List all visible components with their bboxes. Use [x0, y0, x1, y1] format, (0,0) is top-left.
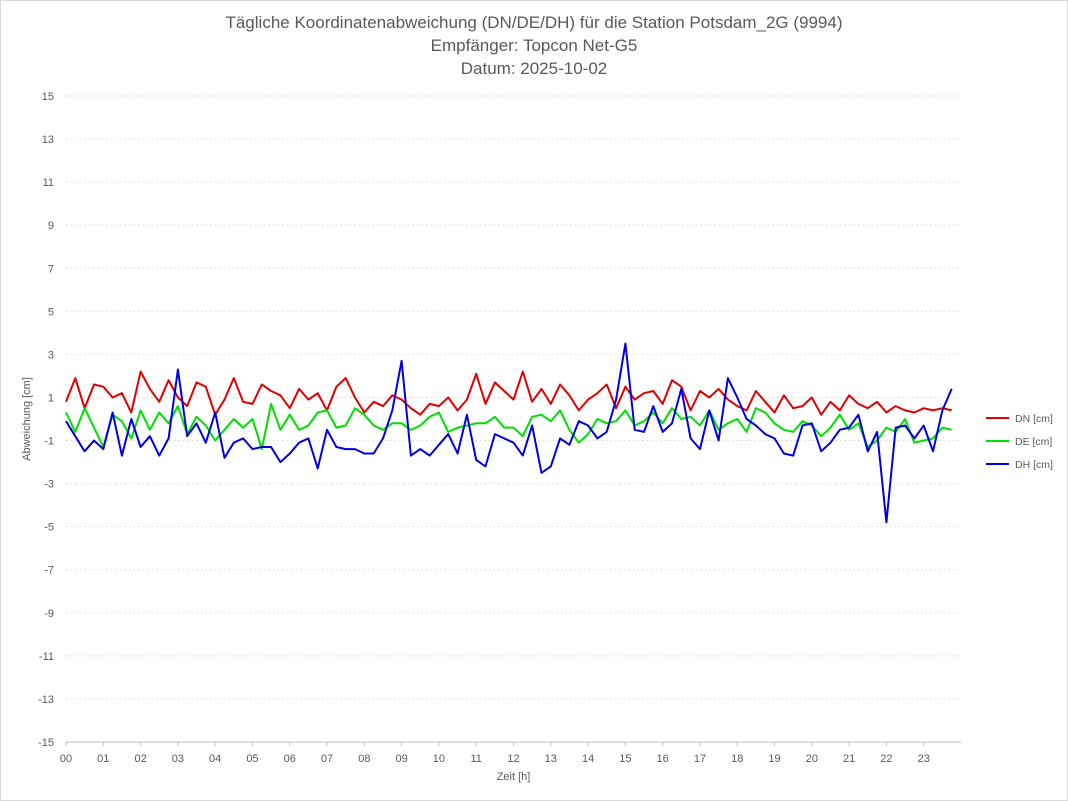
series-lines: [65, 342, 953, 524]
x-tick-label: 18: [731, 753, 743, 765]
y-tick-label: 11: [43, 177, 54, 189]
x-tick-label: 08: [358, 753, 370, 765]
x-tick-label: 22: [880, 753, 892, 765]
x-tick-label: 17: [694, 753, 706, 765]
x-tick-label: 10: [433, 753, 445, 765]
y-tick-label: 15: [42, 91, 54, 103]
x-tick-label: 04: [209, 753, 221, 765]
grid-lines: [66, 95, 961, 700]
legend-label: DE [cm]: [1015, 436, 1052, 448]
x-tick-label: 02: [134, 753, 146, 765]
y-axis-title: Abweichung [cm]: [21, 377, 33, 461]
x-tick-label: 19: [768, 753, 780, 765]
x-tick-label: 21: [843, 753, 855, 765]
x-tick-label: 13: [545, 753, 557, 765]
x-tick-label: 15: [619, 753, 631, 765]
y-tick-label: 5: [48, 306, 54, 318]
y-tick-label: -7: [44, 565, 54, 577]
x-tick-label: 12: [507, 753, 519, 765]
y-tick-label: -11: [39, 651, 54, 663]
y-tick-label: -3: [44, 479, 54, 491]
x-tick-label: 00: [60, 753, 72, 765]
y-tick-label: -13: [38, 694, 54, 706]
x-tick-label: 09: [396, 753, 408, 765]
legend-item-dh[interactable]: DH [cm]: [986, 459, 1053, 471]
chart-title-line-1: Tägliche Koordinatenabweichung (DN/DE/DH…: [225, 13, 843, 32]
legend[interactable]: DN [cm] DE [cm] DH [cm]: [986, 413, 1053, 471]
y-tick-label: -1: [44, 436, 54, 448]
y-tick-label: -15: [38, 737, 54, 749]
y-tick-label: 9: [48, 220, 54, 232]
x-tick-label: 23: [918, 753, 930, 765]
y-tick-label: 1: [48, 392, 54, 404]
x-tick-label: 16: [657, 753, 669, 765]
legend-item-de[interactable]: DE [cm]: [986, 436, 1052, 448]
x-tick-label: 14: [582, 753, 594, 765]
legend-label: DN [cm]: [1015, 413, 1053, 425]
axes: 15 13 11 9 7 5 3 1 -1 -3 -5 -7 -9 -11 -13 -15 00 01 02 03 04…: [38, 91, 961, 765]
y-tick-label: -5: [44, 522, 54, 534]
chart-title-line-2: Empfänger: Topcon Net-G5: [430, 36, 638, 55]
x-tick-label: 07: [321, 753, 333, 765]
series-line-dn: [65, 370, 952, 416]
y-tick-label: 13: [42, 134, 54, 146]
y-tick-label: -9: [44, 608, 54, 620]
chart-title-line-3: Datum: 2025-10-02: [460, 59, 608, 78]
x-tick-label: 11: [470, 753, 481, 765]
y-tick-label: 3: [48, 349, 54, 361]
legend-label: DH [cm]: [1015, 459, 1053, 471]
legend-item-dn[interactable]: DN [cm]: [986, 413, 1053, 425]
x-axis-title: Zeit [h]: [497, 771, 531, 783]
y-tick-label: 7: [48, 263, 54, 275]
series-line-de: [65, 402, 952, 451]
x-tick-label: 03: [172, 753, 184, 765]
series-line-dh: [65, 342, 953, 524]
x-tick-label: 01: [97, 753, 109, 765]
x-tick-label: 05: [246, 753, 258, 765]
x-tick-label: 06: [284, 753, 296, 765]
x-tick-label: 20: [806, 753, 818, 765]
